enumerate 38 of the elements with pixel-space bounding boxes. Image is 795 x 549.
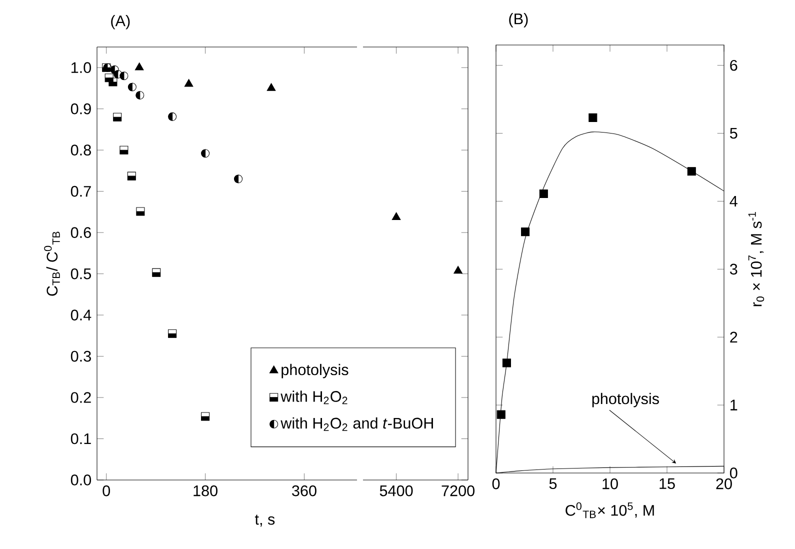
x-tick-label: 180: [194, 485, 218, 496]
y-tick-label: 0.4: [70, 310, 92, 320]
y-tick-label: 0.2: [70, 392, 91, 403]
legend-label: photolysis: [282, 364, 348, 378]
y-tick-label: 0.0: [70, 474, 92, 486]
y-axis-title: r$_{0}$ × 10$^{7}$, M s$^{-1}$: [748, 212, 764, 306]
y-tick-label: 0.5: [70, 268, 91, 280]
x-tick-label: 15: [660, 478, 675, 490]
chart-title: (B): [509, 13, 528, 28]
y-tick-label: 3: [730, 264, 738, 275]
y-tick-label: 1.0: [71, 62, 92, 74]
x-tick-label: 5400: [380, 485, 413, 496]
x-tick-label: 0: [102, 485, 110, 496]
x-tick-label: 0: [492, 478, 500, 490]
x-tick-label: 10: [602, 478, 618, 490]
x-axis-title: t, s: [254, 514, 275, 527]
y-tick-label: 0.9: [70, 103, 91, 114]
y-tick-label: 0.7: [70, 186, 91, 197]
x-tick-label: 5: [549, 478, 557, 490]
x-tick-label: 20: [716, 478, 732, 490]
x-axis-title: C$^{0}$$_{TB}$× 10$^{5}$, M: [566, 502, 654, 518]
y-tick-label: 0.6: [70, 227, 91, 238]
x-tick-label: 7200: [442, 485, 474, 496]
y-axis-title: C$_{TB}$/ C$^{0}$TB: [44, 232, 60, 296]
y-tick-label: 0.1: [70, 433, 91, 444]
y-tick-label: 5: [730, 128, 738, 139]
y-tick-label: 2: [730, 332, 738, 342]
y-tick-label: 0.8: [70, 144, 91, 156]
y-tick-label: 6: [730, 60, 738, 71]
y-tick-label: 1: [730, 400, 738, 410]
x-tick-label: 360: [292, 485, 316, 496]
legend-label: with H$_{2}$O$_{2}$: [280, 390, 348, 404]
y-tick-label: 4: [730, 196, 738, 207]
y-tick-label: 0: [730, 468, 738, 478]
chart-title: (A): [111, 15, 130, 30]
legend-label: with H$_{2}$O$_{2}$ and t-BuOH: [280, 417, 433, 431]
y-tick-label: 0.3: [70, 350, 91, 362]
annotation: photolysis: [592, 392, 659, 408]
